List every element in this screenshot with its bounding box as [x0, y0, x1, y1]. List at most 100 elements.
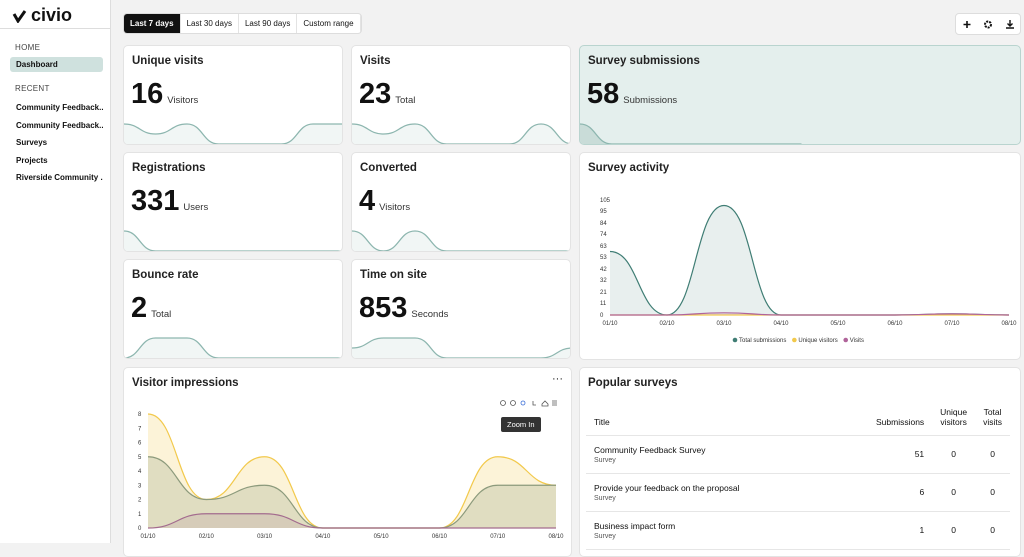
- x-tick-label: 07/10: [490, 534, 506, 540]
- number-cell: 51: [867, 435, 933, 474]
- range-button[interactable]: Last 90 days: [239, 14, 298, 33]
- stat-card[interactable]: Visits 23 Total: [351, 45, 571, 145]
- stat-card[interactable]: Unique visits 16 Visitors: [123, 45, 343, 145]
- title-cell: Provide your feedback on the proposal Sur…: [586, 473, 868, 512]
- stat-card[interactable]: Bounce rate 2 Total: [123, 259, 343, 359]
- chart: 0 11 21 32 42 53 63 74 84 95 105 01/10 02/10 03/10 04/…: [600, 198, 1017, 344]
- card-title: Visitor impressions: [132, 377, 239, 389]
- y-tick-label: 95: [600, 209, 607, 215]
- x-tick-label: 02/10: [199, 534, 215, 540]
- series-area: [610, 205, 1009, 315]
- sparkline-line: [124, 230, 342, 251]
- y-tick-label: 21: [600, 290, 607, 296]
- range-button[interactable]: Custom range: [297, 14, 361, 33]
- range-button[interactable]: Last 7 days: [124, 14, 181, 33]
- legend-marker: [732, 337, 738, 343]
- stat-card[interactable]: Time on site 853 Seconds: [351, 259, 571, 359]
- download-button[interactable]: [999, 14, 1020, 34]
- number-cell: 0: [932, 473, 976, 512]
- select-zoom-icon[interactable]: [520, 400, 526, 406]
- y-tick-label: 7: [138, 426, 142, 432]
- column-header: Title: [586, 397, 868, 436]
- x-tick-label: 08/10: [1001, 321, 1017, 327]
- y-tick-label: 84: [600, 221, 607, 227]
- sparkline-line: [124, 123, 342, 144]
- legend-label[interactable]: Unique visitors: [798, 338, 837, 344]
- legend-label[interactable]: Total submissions: [739, 338, 786, 344]
- sparkline-area: [352, 338, 570, 358]
- sparkline-area: [352, 124, 570, 144]
- menu-icon[interactable]: [552, 400, 557, 406]
- logo-text: civio: [31, 5, 73, 25]
- survey-activity-card: Survey activity 0 11 21 32 42 53 63 74 84 95 105 01…: [579, 152, 1021, 360]
- nav-item[interactable]: Community Feedback...: [16, 103, 103, 112]
- x-tick-label: 05/10: [374, 534, 390, 540]
- stat-card[interactable]: Registrations 331 Users: [123, 152, 343, 252]
- y-tick-label: 53: [600, 255, 607, 261]
- y-tick-label: 2: [138, 498, 142, 504]
- nav-item[interactable]: Projects: [16, 155, 48, 165]
- survey-type: Survey: [594, 532, 616, 540]
- card-title: Bounce rate: [132, 269, 199, 281]
- home-icon[interactable]: [541, 400, 549, 407]
- nav-item[interactable]: Dashboard: [10, 57, 103, 72]
- nav-item[interactable]: Surveys: [16, 138, 48, 147]
- sparkline-line: [352, 123, 570, 144]
- y-tick-label: 4: [138, 469, 142, 475]
- menu-button[interactable]: ···: [552, 373, 563, 385]
- table-row[interactable]: Business impact form Survey 1 0 0: [586, 511, 1010, 550]
- series-line: [609, 204, 1010, 316]
- zoom-in-icon[interactable]: [500, 400, 506, 406]
- stat-number: 16: [131, 78, 164, 110]
- range-button[interactable]: Last 30 days: [181, 14, 239, 33]
- zoom-out-icon[interactable]: [510, 400, 516, 406]
- chart-toolbar: [500, 400, 557, 407]
- x-tick-label: 08/10: [548, 534, 564, 540]
- stat-unit: Visitors: [167, 95, 199, 106]
- logo[interactable]: civio: [12, 5, 72, 26]
- table-row[interactable]: Provide your feedback on the proposal Sur…: [586, 473, 1010, 512]
- column-header: Total visits: [975, 397, 1010, 436]
- sparkline-area: [352, 231, 570, 251]
- stat-number: 4: [359, 185, 376, 217]
- stat-number: 58: [587, 78, 620, 110]
- actions: [955, 13, 1021, 35]
- series-area: [148, 414, 556, 528]
- stat-card[interactable]: Converted 4 Visitors: [351, 152, 571, 252]
- sparkline-line: [580, 123, 802, 144]
- pan-icon[interactable]: [532, 401, 536, 406]
- number-cell: 1: [867, 511, 933, 550]
- settings-button[interactable]: [977, 14, 998, 34]
- y-tick-label: 63: [600, 244, 607, 250]
- survey-title: Community Feedback Survey: [594, 444, 706, 455]
- y-tick-label: 1: [138, 512, 142, 518]
- logo-icon: [12, 9, 27, 23]
- sparkline-line: [352, 337, 570, 358]
- sparkline-area: [580, 124, 802, 144]
- stat-unit: Total: [395, 95, 416, 106]
- divider: [0, 28, 110, 29]
- card-title: Survey activity: [588, 162, 670, 174]
- sparkline: [580, 123, 802, 144]
- survey-title: Business impact form: [594, 520, 676, 531]
- add-button[interactable]: [956, 14, 977, 34]
- stat-card[interactable]: Survey submissions 58 Submissions: [579, 45, 1021, 145]
- x-tick-label: 02/10: [659, 321, 675, 327]
- table-row[interactable]: Community Feedback Survey Survey 51 0 0: [586, 435, 1010, 474]
- surveys-table: Title Submissions Unique visitors Total vis…: [586, 397, 1010, 550]
- y-tick-label: 6: [138, 441, 142, 447]
- nav-item[interactable]: Community Feedback...: [16, 120, 103, 130]
- number-cell: 6: [867, 473, 933, 512]
- stat-value: 58 Submissions: [587, 78, 677, 111]
- nav-item[interactable]: Riverside Community ...: [16, 173, 103, 182]
- sparkline-line: [124, 337, 342, 358]
- sparkline-area: [124, 338, 342, 358]
- number-cell: 0: [975, 511, 1010, 550]
- stat-number: 853: [359, 292, 408, 324]
- y-tick-label: 42: [600, 267, 607, 273]
- legend-label[interactable]: Visits: [850, 338, 864, 344]
- sparkline: [124, 337, 342, 358]
- card-title: Unique visits: [132, 55, 204, 67]
- stat-unit: Total: [151, 309, 172, 320]
